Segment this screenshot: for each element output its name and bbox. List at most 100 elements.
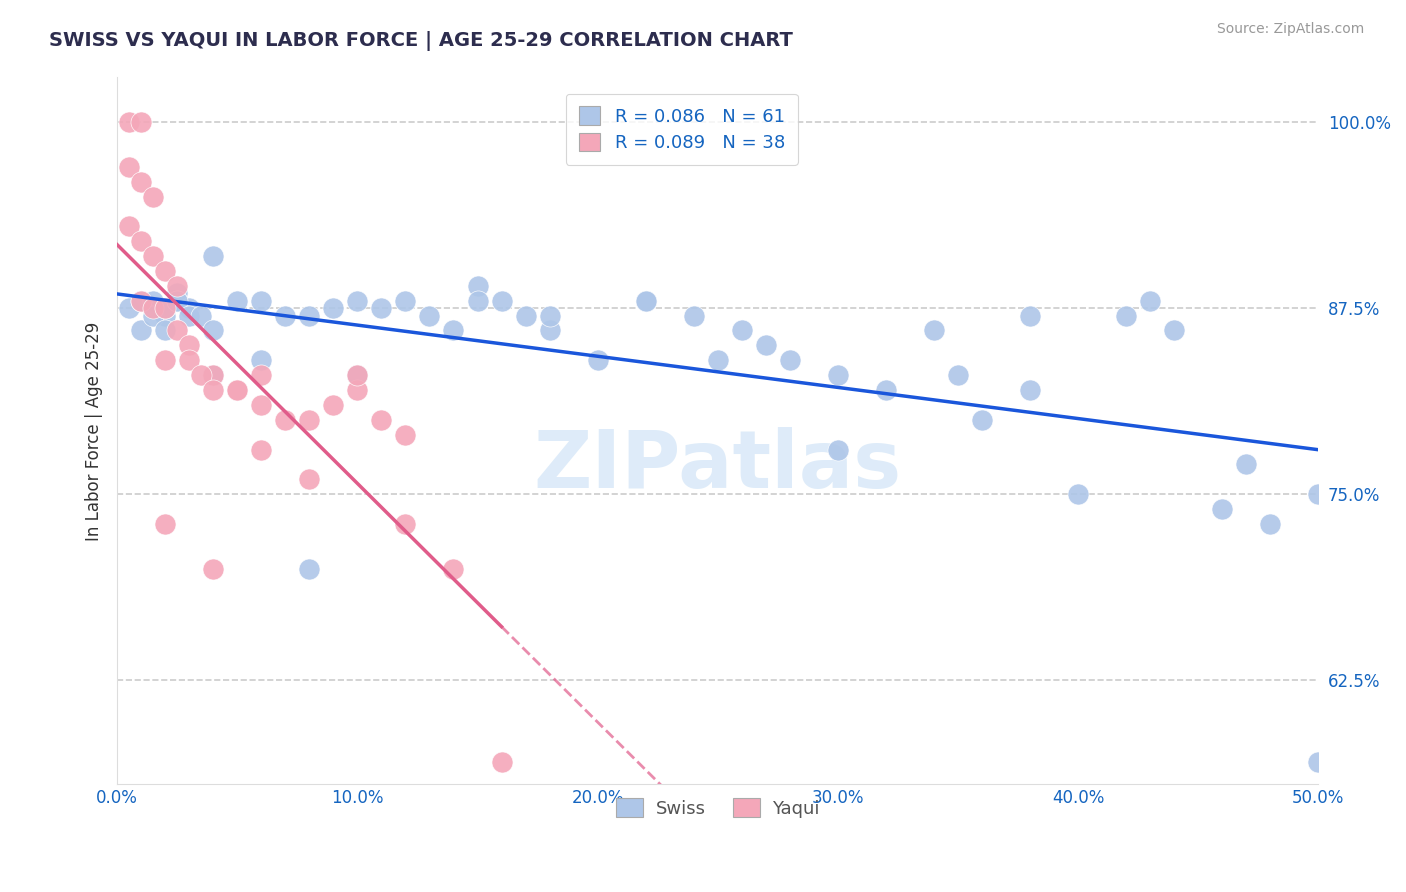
Point [118,219,141,234]
Point [755,338,778,352]
Point [202,561,225,575]
Point [142,309,165,323]
Point [827,368,849,383]
Point [538,309,561,323]
Point [129,115,152,129]
Point [226,383,249,397]
Point [118,115,141,129]
Point [179,309,201,323]
Legend: Swiss, Yaqui: Swiss, Yaqui [609,790,827,825]
Point [779,353,801,368]
Point [155,323,177,337]
Point [394,293,416,308]
Point [1234,458,1257,472]
Point [250,442,273,457]
Point [682,309,704,323]
Point [202,368,225,383]
Point [467,278,489,293]
Point [202,323,225,337]
Point [226,383,249,397]
Point [155,516,177,531]
Point [179,353,201,368]
Point [586,353,609,368]
Point [1258,516,1281,531]
Point [1308,755,1330,769]
Point [250,353,273,368]
Point [226,293,249,308]
Point [538,323,561,337]
Point [202,368,225,383]
Point [166,293,188,308]
Point [118,301,141,315]
Point [1067,487,1090,501]
Point [467,293,489,308]
Point [298,561,321,575]
Point [346,368,368,383]
Point [142,301,165,315]
Point [634,293,657,308]
Point [1163,323,1185,337]
Point [202,383,225,397]
Point [394,427,416,442]
Point [155,353,177,368]
Point [179,301,201,315]
Point [922,323,945,337]
Point [129,175,152,189]
Point [970,413,993,427]
Point [1115,309,1137,323]
Point [875,383,897,397]
Point [142,293,165,308]
Point [155,309,177,323]
Text: Source: ZipAtlas.com: Source: ZipAtlas.com [1216,22,1364,37]
Text: SWISS VS YAQUI IN LABOR FORCE | AGE 25-29 CORRELATION CHART: SWISS VS YAQUI IN LABOR FORCE | AGE 25-2… [49,31,793,51]
Point [250,293,273,308]
Point [166,278,188,293]
Point [298,472,321,486]
Point [370,301,392,315]
Point [142,189,165,203]
Y-axis label: In Labor Force | Age 25-29: In Labor Force | Age 25-29 [86,321,103,541]
Point [1308,487,1330,501]
Point [166,323,188,337]
Point [418,309,440,323]
Point [155,301,177,315]
Point [190,368,212,383]
Point [142,249,165,263]
Point [190,309,212,323]
Point [370,413,392,427]
Point [346,383,368,397]
Point [1019,309,1042,323]
Point [274,413,297,427]
Point [322,398,344,412]
Point [298,309,321,323]
Point [298,413,321,427]
Point [634,293,657,308]
Point [1139,293,1161,308]
Point [443,561,465,575]
Point [946,368,969,383]
Point [129,234,152,248]
Point [129,293,152,308]
Point [118,160,141,174]
Point [706,353,728,368]
Point [250,368,273,383]
Point [166,286,188,301]
Point [322,301,344,315]
Point [1019,383,1042,397]
Point [166,293,188,308]
Point [129,323,152,337]
Point [731,323,754,337]
Point [179,338,201,352]
Text: ZIPatlas: ZIPatlas [534,427,901,505]
Point [346,293,368,308]
Point [394,516,416,531]
Point [827,442,849,457]
Point [491,755,513,769]
Point [155,301,177,315]
Point [1211,502,1233,516]
Point [129,293,152,308]
Point [443,323,465,337]
Point [491,293,513,308]
Point [250,398,273,412]
Point [515,309,537,323]
